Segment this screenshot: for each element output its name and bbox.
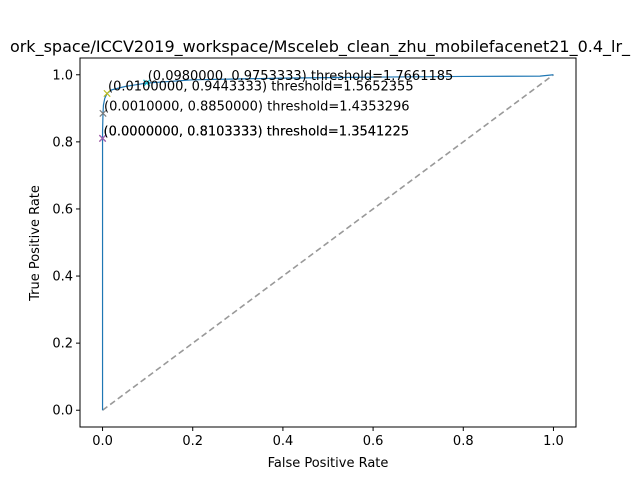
x-tick-label-4: 0.8	[453, 434, 474, 449]
operating-point-marker-1	[98, 134, 107, 143]
point-annotation-2: (0.0010000, 0.8850000) threshold=1.43532…	[104, 99, 410, 114]
point-annotation-4: (0.0980000, 0.9753333) threshold=1.76611…	[148, 69, 454, 84]
x-axis-label: False Positive Rate	[268, 456, 389, 471]
x-tick-label-5: 1.0	[543, 434, 564, 449]
chart-title: ork_space/ICCV2019_workspace/Msceleb_cle…	[10, 37, 631, 57]
x-tick-label-0: 0.0	[92, 434, 113, 449]
y-tick-label-0: 0.0	[52, 404, 73, 419]
operating-point-marker-4	[143, 79, 151, 87]
plot-area: (0.0000000, 0.8103333) threshold=1.35412…	[52, 57, 577, 449]
operating-point-marker-3	[103, 89, 111, 98]
operating-point-marker-2	[99, 109, 107, 117]
roc-curve-line	[101, 74, 554, 411]
y-axis-label: True Positive Rate	[28, 185, 43, 302]
y-tick-label-4: 0.8	[52, 135, 73, 150]
y-tick-label-2: 0.4	[52, 270, 73, 285]
plot-frame	[79, 57, 577, 428]
y-tick-label-5: 1.0	[52, 68, 73, 83]
point-annotation-1: (0.0000000, 0.8103333) threshold=1.35412…	[104, 124, 410, 139]
x-tick-label-3: 0.6	[363, 434, 384, 449]
y-tick-label-1: 0.2	[52, 337, 73, 352]
y-tick-label-3: 0.6	[52, 202, 73, 217]
point-annotation-0: (0.0000000, 0.8103333) threshold=1.35412…	[104, 124, 410, 139]
x-tick-label-2: 0.4	[273, 434, 294, 449]
x-tick-label-1: 0.2	[182, 434, 203, 449]
chance-diagonal-line	[102, 74, 554, 411]
point-annotation-3: (0.0100000, 0.9443333) threshold=1.56523…	[108, 79, 414, 94]
